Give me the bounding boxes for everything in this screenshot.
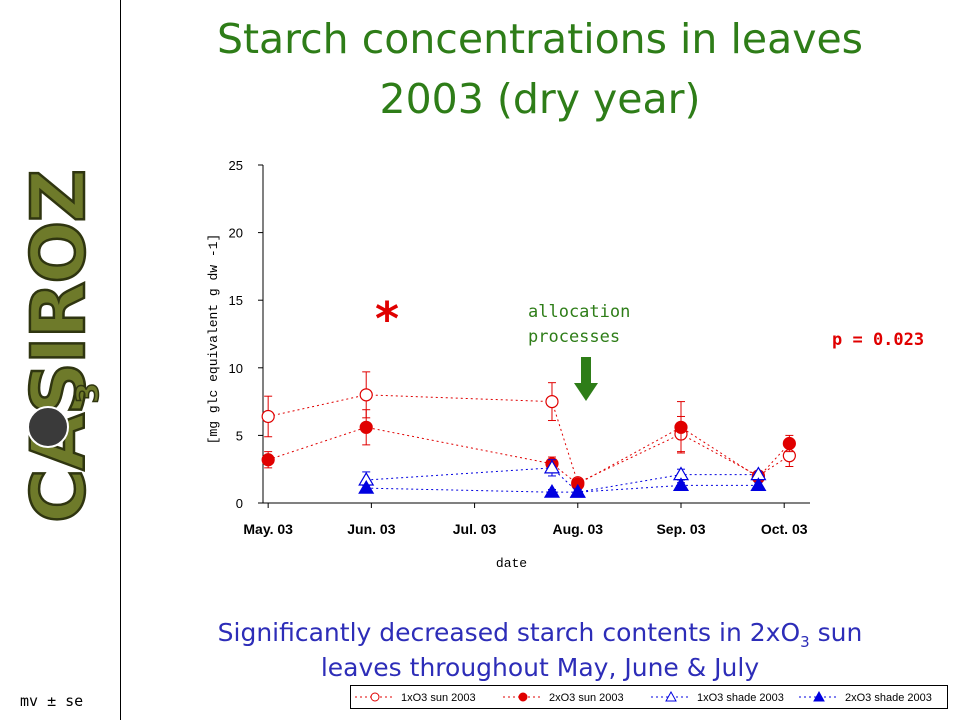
x-tick-label: Sep. 03 [656, 521, 705, 537]
conclusion-line2: leaves throughout May, June & July [320, 653, 760, 682]
series-line-1 [268, 426, 790, 485]
data-point-3 [672, 477, 690, 492]
slide-title-line2: 2003 (dry year) [379, 75, 701, 123]
y-tick-label: 15 [229, 293, 243, 308]
data-point-3 [358, 479, 375, 494]
data-point-1 [261, 453, 275, 467]
x-tick-label: Oct. 03 [761, 521, 808, 537]
data-point-3 [750, 477, 767, 492]
left-divider-line [120, 0, 121, 720]
legend-label: 1xO3 sun 2003 [401, 692, 476, 704]
y-tick-label: 5 [236, 428, 243, 443]
data-point-1 [674, 420, 688, 434]
legend-marker [518, 692, 528, 702]
series-line-3 [366, 484, 759, 493]
allocation-label-line1: allocation [528, 302, 631, 322]
data-point-0 [545, 395, 559, 409]
logo-globe-icon [27, 406, 69, 448]
data-point-3 [569, 483, 586, 498]
conclusion-line1-pre: Significantly decreased starch contents … [217, 618, 801, 647]
casiroz-logo: CASIROZ 3 [15, 170, 107, 524]
legend-label: 2xO3 sun 2003 [549, 692, 624, 704]
y-tick-label: 25 [229, 158, 243, 173]
legend-label: 2xO3 shade 2003 [845, 692, 932, 704]
x-tick-label: Aug. 03 [552, 521, 603, 537]
data-point-0 [359, 388, 373, 402]
y-tick-label: 0 [236, 496, 243, 511]
y-tick-label: 10 [229, 361, 243, 376]
down-arrow-icon [574, 357, 598, 401]
allocation-annotation: allocation processes [528, 300, 630, 350]
data-point-2 [543, 459, 561, 474]
x-tick-label: Jul. 03 [453, 521, 497, 537]
p-value-label: p = 0.023 [832, 330, 925, 350]
legend-marker [813, 690, 825, 702]
significance-star: * [375, 292, 400, 346]
legend-marker [665, 690, 677, 702]
starch-line-chart: 0 5 10 15 20 25 May. 03 Jun. 03 Jul. 03 Aug. 03 Se… [206, 158, 810, 571]
x-axis-label: date [496, 556, 527, 571]
conclusion-line1-sub: 3 [800, 633, 810, 651]
conclusion-line1-post: sun [809, 618, 863, 647]
data-point-1 [782, 436, 796, 451]
series-line-0 [268, 394, 790, 484]
x-tick-label: May. 03 [243, 521, 293, 537]
legend-marker [370, 692, 380, 702]
data-point-1 [359, 420, 373, 434]
conclusion-line1: Significantly decreased starch contents … [120, 616, 960, 659]
slide-title-line1: Starch concentrations in leaves [216, 15, 864, 63]
logo-subscript: 3 [71, 383, 106, 404]
data-point-0 [261, 409, 275, 424]
legend-label: 1xO3 shade 2003 [697, 692, 784, 704]
y-axis-label: [mg glc equivalent g dw -1] [206, 234, 221, 445]
chart-legend: 1xO3 sun 2003 2xO3 sun 2003 1xO3 shade 200… [350, 685, 948, 709]
footnote-mv-se: mv ± se [20, 692, 84, 710]
allocation-label-line2: processes [528, 327, 621, 347]
data-point-3 [543, 483, 561, 498]
y-tick-label: 20 [229, 226, 243, 241]
logo-text: CASIROZ [16, 171, 102, 523]
x-tick-label: Jun. 03 [347, 521, 395, 537]
